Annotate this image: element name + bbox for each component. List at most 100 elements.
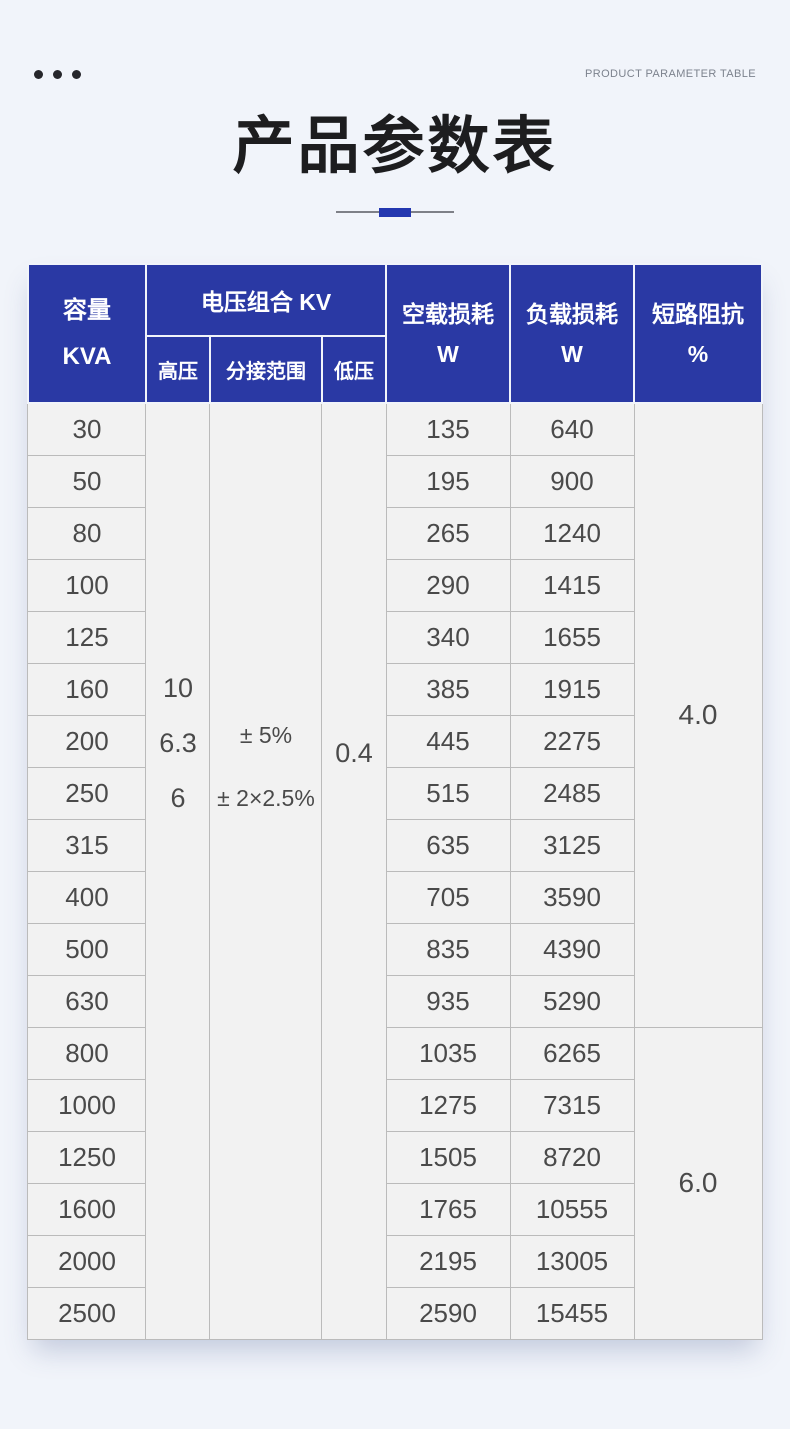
- capacity-cell: 250: [27, 766, 147, 820]
- load-loss-cell: 2275: [509, 714, 635, 768]
- col-header-capacity-line1: 容量: [62, 296, 111, 324]
- no-load-loss-cell: 445: [385, 714, 511, 768]
- table-row: 125 340 1655: [27, 610, 762, 664]
- product-parameter-table: 容量 KVA 电压组合 KV 空载损耗 W 负载损耗 W 短路阻抗 % 高压 分…: [26, 263, 763, 1340]
- high-voltage-merged-cell: 10 6.3 6: [145, 402, 211, 1340]
- col-header-tap-range: 分接范围: [208, 335, 323, 404]
- capacity-cell: 2500: [27, 1286, 147, 1340]
- capacity-cell: 315: [27, 818, 147, 872]
- load-loss-cell: 640: [509, 402, 635, 456]
- load-loss-cell: 13005: [509, 1234, 635, 1288]
- capacity-cell: 2000: [27, 1234, 147, 1288]
- no-load-loss-cell: 2590: [385, 1286, 511, 1340]
- load-loss-cell: 6265: [509, 1026, 635, 1080]
- dot-icon: [53, 69, 62, 79]
- no-load-loss-cell: 385: [385, 662, 511, 716]
- tap-range-values: ± 5% ± 2×2.5%: [210, 719, 321, 814]
- load-loss-cell: 1415: [509, 558, 635, 612]
- table-row: 2000 2195 13005: [27, 1234, 762, 1288]
- col-header-load-loss-unit: W: [561, 340, 583, 367]
- divider-accent-block: [379, 208, 411, 217]
- table-row: 500 835 4390: [27, 922, 762, 976]
- low-voltage-value: 0.4: [335, 737, 373, 768]
- col-header-load-loss: 负载损耗 W: [509, 263, 635, 404]
- load-loss-cell: 5290: [509, 974, 635, 1028]
- col-header-impedance-line1: 短路阻抗: [652, 300, 744, 327]
- capacity-cell: 125: [27, 610, 147, 664]
- table-row: 1250 1505 8720: [27, 1130, 762, 1184]
- capacity-cell: 800: [27, 1026, 147, 1080]
- high-voltage-value: 10: [162, 672, 193, 703]
- col-header-high-voltage: 高压: [144, 335, 211, 404]
- high-voltage-value: 6: [170, 782, 186, 813]
- table-row: 315 635 3125: [27, 818, 762, 872]
- capacity-cell: 50: [27, 454, 147, 508]
- capacity-cell: 500: [27, 922, 147, 976]
- no-load-loss-cell: 2195: [385, 1234, 511, 1288]
- high-voltage-values: 10 6.3 6: [146, 661, 209, 826]
- dot-icon: [72, 69, 81, 79]
- no-load-loss-cell: 290: [385, 558, 511, 612]
- table-row: 160 385 1915: [27, 662, 762, 716]
- load-loss-cell: 7315: [509, 1078, 635, 1132]
- low-voltage-merged-cell: 0.4: [321, 402, 387, 1340]
- no-load-loss-cell: 135: [385, 402, 511, 456]
- load-loss-cell: 3125: [509, 818, 635, 872]
- col-header-load-loss-line1: 负载损耗: [526, 300, 618, 327]
- capacity-cell: 200: [27, 714, 147, 768]
- col-header-capacity-line2: KVA: [62, 342, 112, 370]
- no-load-loss-cell: 265: [385, 506, 511, 560]
- capacity-cell: 1000: [27, 1078, 147, 1132]
- load-loss-cell: 1240: [509, 506, 635, 560]
- load-loss-cell: 10555: [509, 1182, 635, 1236]
- no-load-loss-cell: 935: [385, 974, 511, 1028]
- capacity-cell: 160: [27, 662, 147, 716]
- tap-range-merged-cell: ± 5% ± 2×2.5%: [209, 402, 323, 1340]
- title-divider: [336, 208, 454, 217]
- load-loss-cell: 1655: [509, 610, 635, 664]
- table-row: 50 195 900: [27, 454, 762, 508]
- no-load-loss-cell: 705: [385, 870, 511, 924]
- menu-dots-icon: [34, 69, 81, 79]
- table-row: 2500 2590 15455: [27, 1286, 762, 1340]
- col-header-impedance-unit: %: [687, 340, 709, 367]
- tap-range-value: ± 2×2.5%: [217, 784, 315, 811]
- table-row: 80 265 1240: [27, 506, 762, 560]
- tap-range-value: ± 5%: [239, 721, 293, 748]
- capacity-cell: 1600: [27, 1182, 147, 1236]
- table-row: 30 10 6.3 6 ± 5% ± 2×2.5% 0.4 135 640 4.0: [27, 402, 763, 1340]
- load-loss-cell: 2485: [509, 766, 635, 820]
- no-load-loss-cell: 195: [385, 454, 511, 508]
- table-row: 1600 1765 10555: [27, 1182, 762, 1236]
- subtitle-english: PRODUCT PARAMETER TABLE: [585, 68, 756, 80]
- load-loss-cell: 4390: [509, 922, 635, 976]
- load-loss-cell: 1915: [509, 662, 635, 716]
- no-load-loss-cell: 1765: [385, 1182, 511, 1236]
- col-header-voltage-group: 电压组合 KV: [144, 263, 388, 337]
- no-load-loss-cell: 340: [385, 610, 511, 664]
- col-header-capacity: 容量 KVA: [26, 263, 147, 404]
- capacity-cell: 1250: [27, 1130, 147, 1184]
- high-voltage-value: 6.3: [159, 727, 197, 758]
- impedance-merged-cell: 6.0: [633, 1026, 763, 1340]
- table-row: 800 1035 6265 6.0: [27, 1026, 763, 1340]
- capacity-cell: 30: [27, 402, 147, 456]
- no-load-loss-cell: 1505: [385, 1130, 511, 1184]
- page-title: 产品参数表: [232, 112, 558, 181]
- col-header-low-voltage: 低压: [320, 335, 388, 404]
- table-body: 30 10 6.3 6 ± 5% ± 2×2.5% 0.4 135 640 4.0 50 195 900…: [27, 402, 763, 1340]
- table-row: 200 445 2275: [27, 714, 762, 768]
- col-header-no-load-loss-unit: W: [437, 340, 459, 367]
- capacity-cell: 400: [27, 870, 147, 924]
- table-header: 容量 KVA 电压组合 KV 空载损耗 W 负载损耗 W 短路阻抗 % 高压 分…: [26, 263, 763, 404]
- table-row: 1000 1275 7315: [27, 1078, 762, 1132]
- no-load-loss-cell: 835: [385, 922, 511, 976]
- capacity-cell: 630: [27, 974, 147, 1028]
- no-load-loss-cell: 635: [385, 818, 511, 872]
- no-load-loss-cell: 515: [385, 766, 511, 820]
- no-load-loss-cell: 1035: [385, 1026, 511, 1080]
- load-loss-cell: 8720: [509, 1130, 635, 1184]
- no-load-loss-cell: 1275: [385, 1078, 511, 1132]
- table-row: 250 515 2485: [27, 766, 762, 820]
- load-loss-cell: 15455: [509, 1286, 635, 1340]
